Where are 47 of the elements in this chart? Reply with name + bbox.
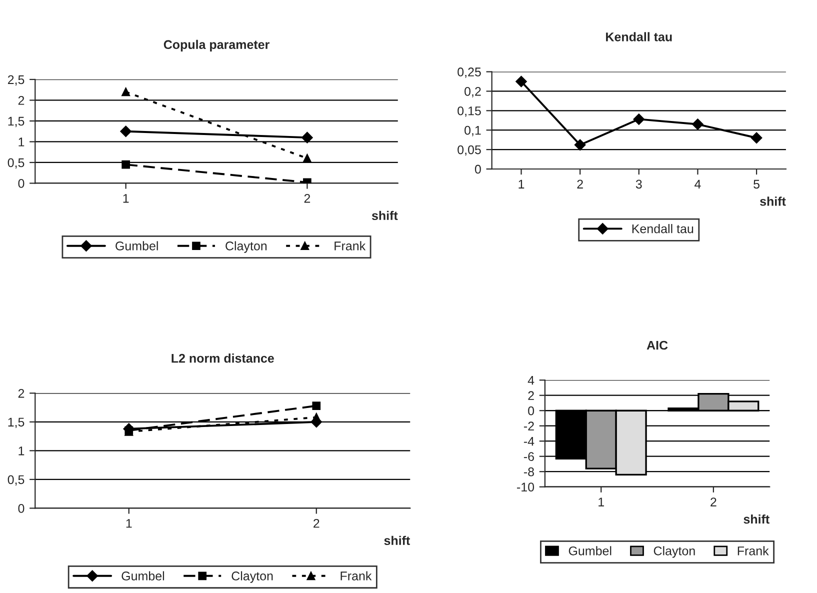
y-tick-label: 0,15 bbox=[458, 106, 481, 117]
y-tick-label: -10 bbox=[517, 482, 534, 492]
y-tick-label: 2 bbox=[528, 391, 534, 400]
y-tick-label: 2,5 bbox=[8, 75, 24, 86]
y-tick-label: 2 bbox=[18, 388, 24, 398]
x-tick-label: 3 bbox=[636, 180, 642, 189]
legend-label: Clayton bbox=[226, 241, 267, 253]
y-tick-label: -6 bbox=[524, 452, 534, 462]
y-tick-label: 0,05 bbox=[458, 145, 481, 156]
y-tick-label: 0,25 bbox=[458, 68, 481, 78]
legend-label: Clayton bbox=[654, 546, 695, 558]
legend-label: Gumbel bbox=[122, 571, 164, 580]
legend-label: Frank bbox=[334, 241, 366, 250]
legend-label: Gumbel bbox=[568, 546, 612, 556]
chart-title: L2 norm distance bbox=[172, 354, 274, 363]
legend-label: Kendall tau bbox=[632, 224, 694, 234]
legend-label: Clayton bbox=[232, 571, 273, 583]
chart-title: Copula parameter bbox=[164, 40, 270, 52]
chart-title: Kendall tau bbox=[606, 32, 672, 42]
chart-title: AIC bbox=[646, 340, 668, 350]
y-tick-label: 0,5 bbox=[8, 475, 24, 486]
y-tick-label: 0 bbox=[18, 179, 24, 188]
x-axis-title: shift bbox=[372, 210, 398, 220]
x-tick-label: 5 bbox=[754, 180, 760, 189]
y-tick-label: 0,2 bbox=[464, 87, 481, 98]
y-tick-label: 1,5 bbox=[8, 418, 24, 428]
y-tick-label: 0 bbox=[528, 406, 534, 416]
legend-label: Frank bbox=[738, 546, 769, 556]
y-tick-label: 1 bbox=[18, 446, 24, 456]
y-tick-label: -8 bbox=[524, 467, 534, 476]
x-axis-title: shift bbox=[384, 536, 410, 546]
y-tick-label: 0 bbox=[18, 504, 24, 513]
y-tick-label: 4 bbox=[528, 376, 534, 385]
y-tick-label: 0,1 bbox=[464, 126, 481, 136]
y-tick-label: -2 bbox=[524, 422, 534, 430]
x-tick-label: 4 bbox=[694, 180, 701, 188]
y-tick-label: 1 bbox=[18, 138, 24, 146]
x-axis-title: shift bbox=[744, 514, 770, 524]
x-tick-label: 2 bbox=[577, 180, 583, 188]
legend-label: Gumbel bbox=[116, 241, 158, 250]
x-axis-title: shift bbox=[760, 196, 786, 206]
y-tick-label: 0 bbox=[474, 164, 481, 174]
y-tick-label: -4 bbox=[524, 437, 534, 446]
y-tick-label: 1,5 bbox=[8, 116, 24, 128]
y-tick-label: 0,5 bbox=[8, 158, 24, 169]
legend-label: Frank bbox=[340, 571, 372, 580]
y-tick-label: 2 bbox=[18, 96, 24, 105]
